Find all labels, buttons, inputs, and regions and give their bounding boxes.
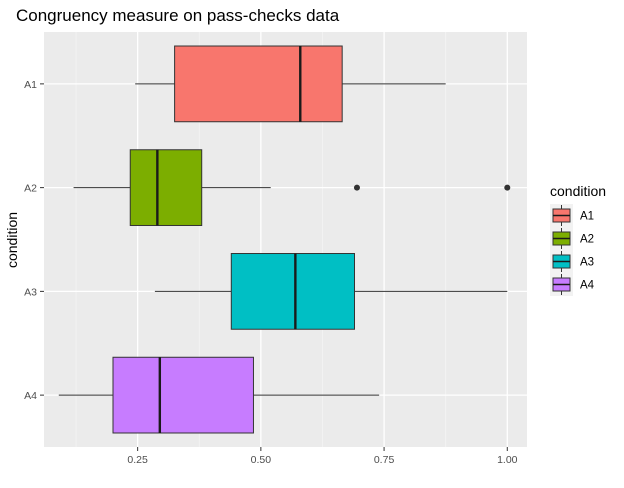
y-tick-label: A2 [24, 183, 37, 195]
x-axis: 0.25 0.50 0.75 1.00 [127, 447, 518, 466]
legend-key-a3: A3 [550, 250, 594, 273]
legend-key-a2: A2 [550, 227, 594, 250]
box-a1 [135, 45, 446, 123]
legend-key-a1: A1 [550, 204, 594, 227]
box-series [58, 45, 511, 434]
legend: condition A1 A2 A3 A4 [550, 183, 606, 296]
x-tick-label: 0.25 [127, 454, 148, 466]
outlier-point [353, 184, 360, 191]
y-axis-title: condition [4, 212, 20, 268]
chart-title: Congruency measure on pass-checks data [16, 6, 340, 25]
iqr-box [129, 149, 203, 226]
box-a2 [73, 149, 511, 226]
legend-label: A3 [580, 257, 594, 269]
outlier-point [504, 184, 511, 191]
y-tick-label: A3 [24, 286, 37, 298]
x-tick-label: 1.00 [497, 454, 518, 466]
legend-key-a4: A4 [550, 273, 595, 296]
box-a3 [154, 253, 508, 330]
x-tick-label: 0.75 [374, 454, 395, 466]
y-axis: A1 A2 A3 A4 [24, 79, 44, 402]
y-tick-label: A4 [24, 390, 37, 402]
x-tick-label: 0.50 [251, 454, 272, 466]
iqr-box [112, 356, 254, 434]
iqr-box [174, 45, 343, 123]
iqr-box [230, 253, 356, 330]
box-a4 [58, 356, 380, 434]
legend-label: A1 [580, 211, 594, 223]
y-tick-label: A1 [24, 79, 37, 91]
legend-label: A4 [580, 280, 595, 292]
legend-title: condition [550, 183, 606, 199]
legend-label: A2 [580, 234, 594, 246]
